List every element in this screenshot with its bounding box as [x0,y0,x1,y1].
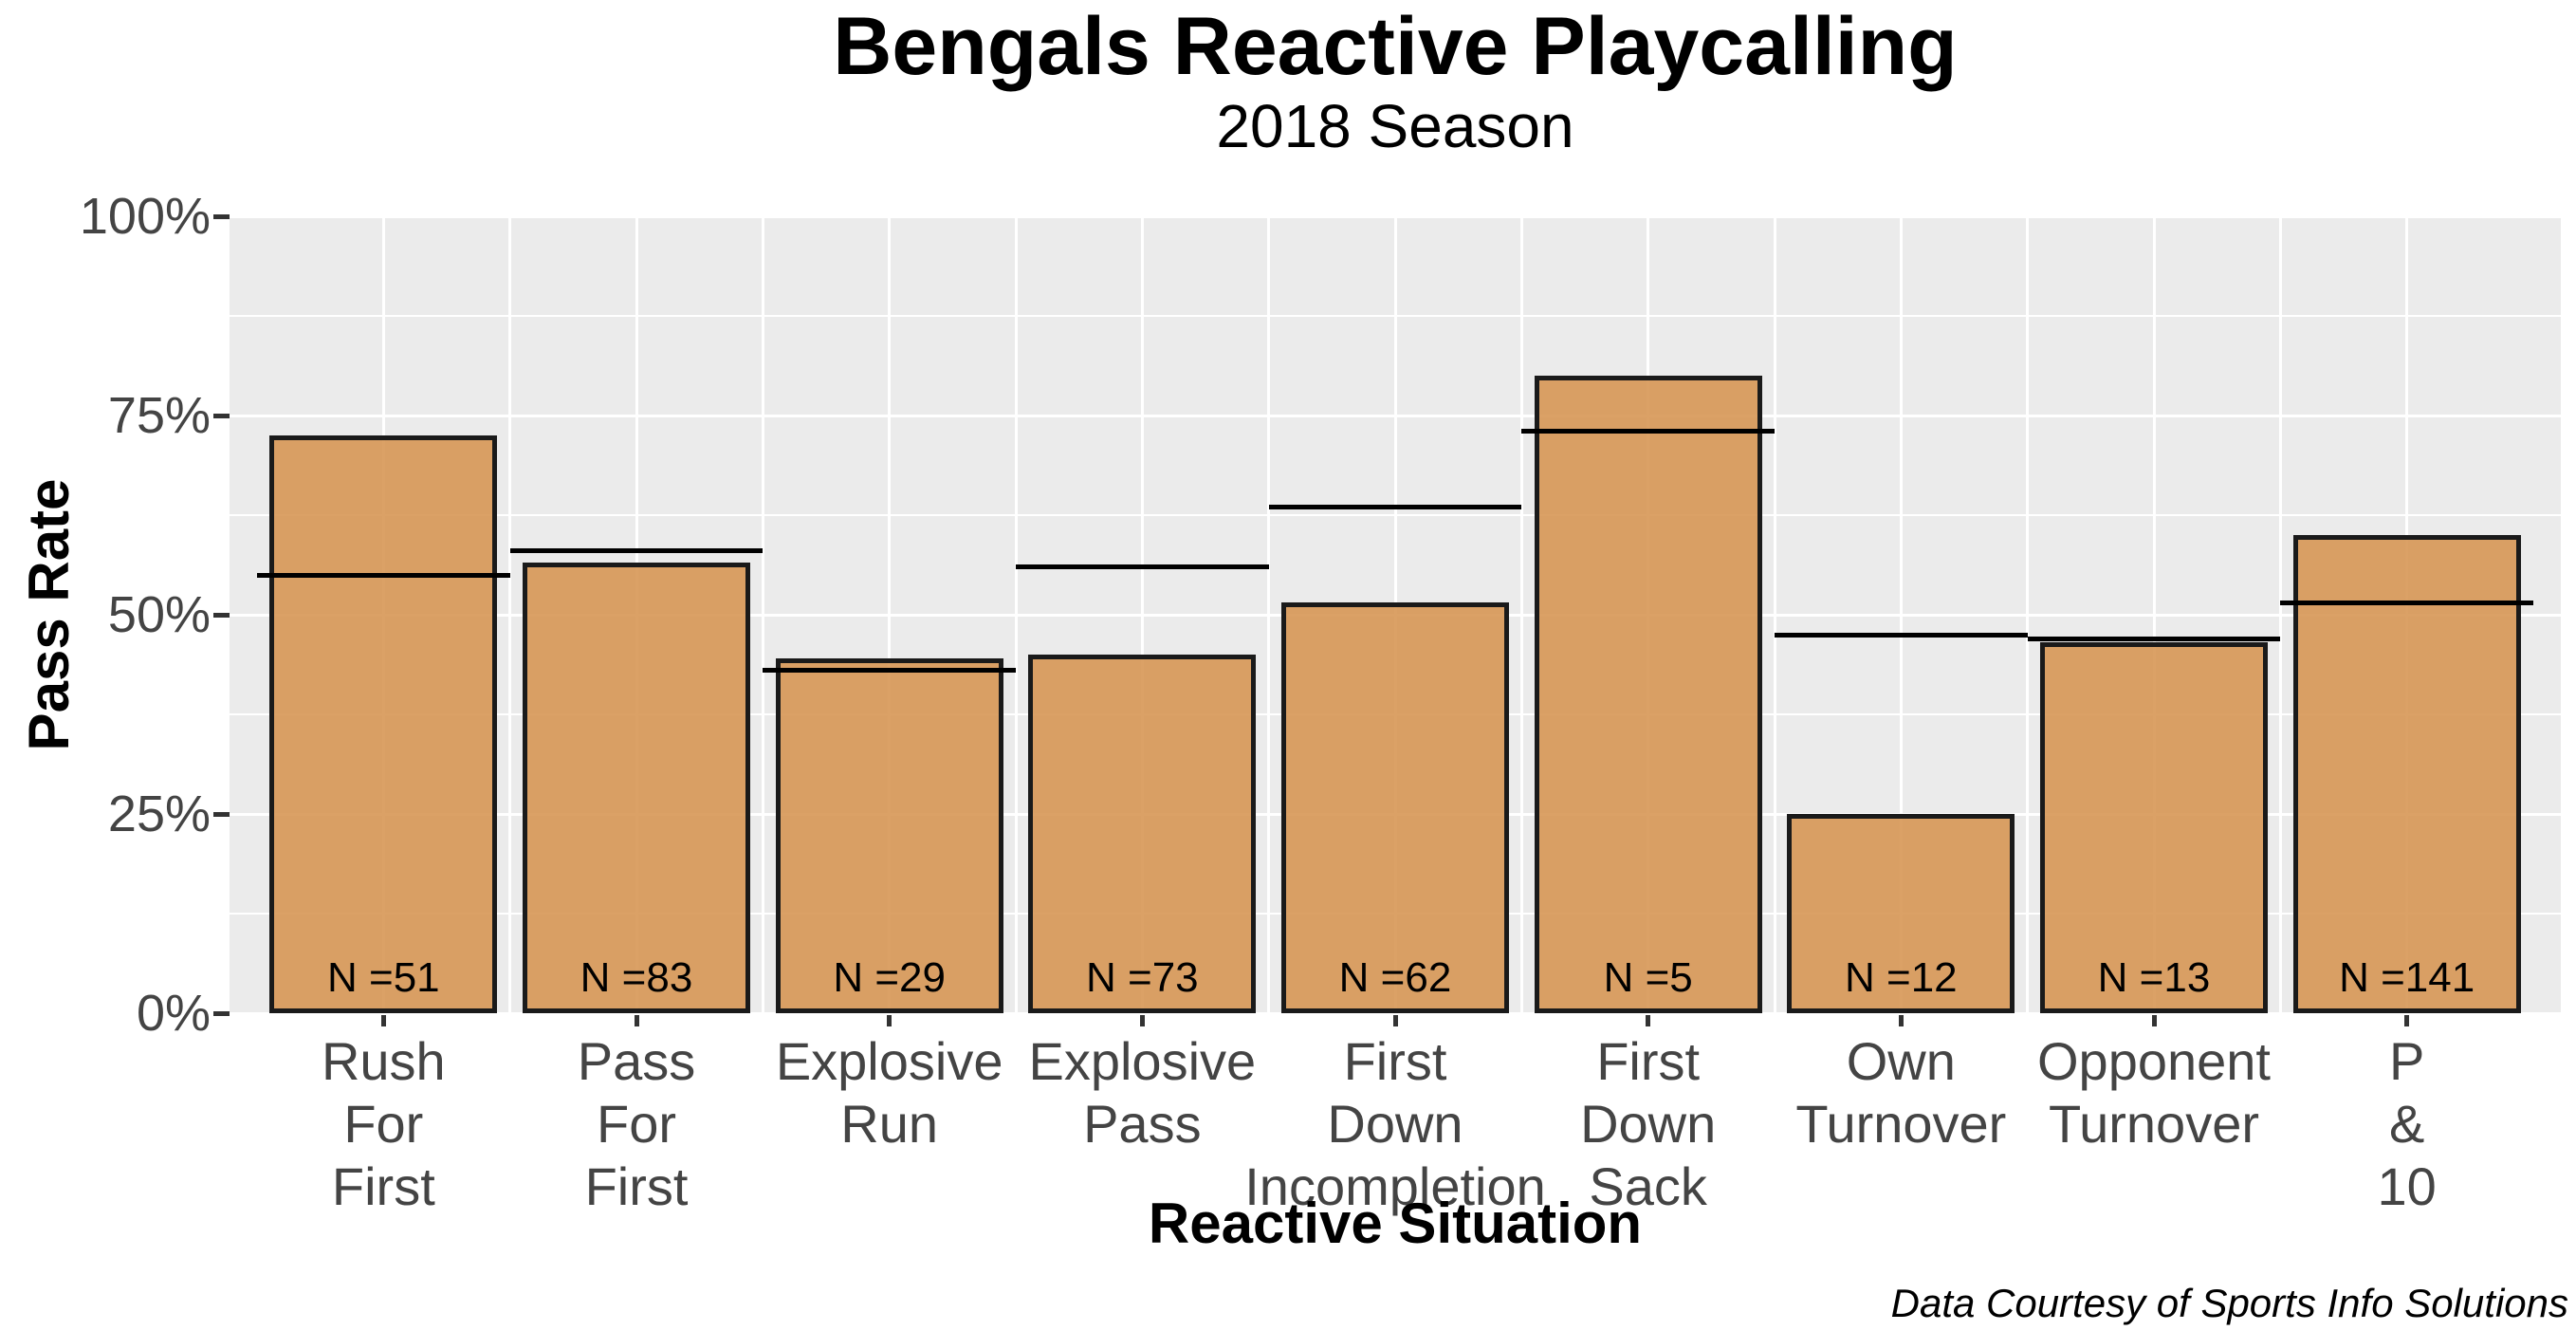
vgrid-boundary-1 [508,216,512,1013]
bar-explosive-pass [1028,655,1257,1013]
x-tick-mark-explosive-run [887,1013,892,1026]
vgrid-boundary-7 [2026,216,2030,1013]
vgrid-boundary-8 [2278,216,2282,1013]
vgrid-boundary-5 [1519,216,1523,1013]
x-tick-mark-opponent-turnover [2151,1013,2157,1026]
bar-rush-for-first [269,435,498,1013]
y-tick-mark-50 [213,612,230,618]
x-label-p-and-10: P & 10 [2377,1031,2437,1216]
chart-subtitle: 2018 Season [1216,92,1574,160]
y-tick-mark-25 [213,811,230,817]
x-label-pass-for-first: Pass For First [577,1031,696,1216]
y-tick-label-50: 50% [107,586,211,643]
x-label-explosive-pass: Explosive Pass [1028,1031,1257,1154]
mean-line-explosive-pass [1016,564,1269,570]
y-tick-mark-100 [213,213,230,219]
x-label-explosive-run: Explosive Run [775,1031,1003,1154]
n-label-pass-for-first: N =83 [580,954,693,1001]
x-tick-mark-first-down-incompletion [1392,1013,1398,1026]
n-label-p-and-10: N =141 [2339,954,2475,1001]
mean-line-p-and-10 [2280,600,2533,605]
n-label-first-down-sack: N =5 [1603,954,1693,1001]
mean-line-rush-for-first [257,572,510,578]
y-tick-label-75: 75% [107,387,211,444]
y-tick-mark-0 [213,1010,230,1016]
vgrid-center-7 [2152,216,2156,1013]
x-tick-mark-explosive-pass [1139,1013,1145,1026]
vgrid-boundary-6 [1773,216,1776,1013]
bar-first-down-sack [1534,376,1762,1013]
vgrid-boundary-3 [1014,216,1018,1013]
mean-line-first-down-incompletion [1268,505,1522,510]
n-label-opponent-turnover: N =13 [2097,954,2211,1001]
plot-panel: N =51 N =83 N =29 N =73 N =62 N =5 N =12 N =13 N… [230,214,2561,1015]
chart-title: Bengals Reactive Playcalling [833,1,1958,92]
x-label-opponent-turnover: Opponent Turnover [2037,1031,2271,1154]
y-tick-mark-75 [213,413,230,418]
x-axis-title: Reactive Situation [1148,1192,1643,1255]
y-tick-label-0: 0% [136,985,211,1042]
mean-line-explosive-run [763,668,1016,674]
n-label-own-turnover: N =12 [1845,954,1958,1001]
y-tick-label-25: 25% [107,786,211,842]
x-tick-mark-own-turnover [1898,1013,1904,1026]
vgrid-center-2 [888,216,892,1013]
y-tick-label-100: 100% [79,188,211,245]
bar-pass-for-first [523,563,750,1013]
bar-own-turnover [1787,814,2015,1013]
mean-line-opponent-turnover [2027,636,2281,641]
n-label-rush-for-first: N =51 [327,954,440,1001]
bar-explosive-run [775,658,1003,1013]
chart-caption: Data Courtesy of Sports Info Solutions [1890,1281,2568,1325]
bar-opponent-turnover [2040,642,2268,1013]
mean-line-own-turnover [1775,632,2028,638]
n-label-first-down-incompletion: N =62 [1338,954,1452,1001]
n-label-explosive-run: N =29 [833,954,946,1001]
x-tick-mark-pass-for-first [634,1013,639,1026]
bar-first-down-incompletion [1281,602,1509,1013]
mean-line-first-down-sack [1521,429,1775,434]
mean-line-pass-for-first [509,548,764,554]
x-tick-mark-p-and-10 [2404,1013,2410,1026]
vgrid-boundary-2 [761,216,764,1013]
x-label-first-down-sack: First Down Sack [1580,1031,1717,1216]
x-tick-mark-first-down-sack [1646,1013,1651,1026]
x-label-first-down-incompletion: First Down Incompletion [1244,1031,1546,1216]
gridline-major-0 [230,1011,2561,1015]
x-label-own-turnover: Own Turnover [1795,1031,2007,1154]
vgrid-center-6 [1899,216,1903,1013]
vgrid-center-3 [1140,216,1144,1013]
x-label-rush-for-first: Rush For First [321,1031,446,1216]
n-label-explosive-pass: N =73 [1086,954,1199,1001]
x-tick-mark-rush-for-first [380,1013,386,1026]
bar-p-and-10 [2292,535,2521,1013]
vgrid-boundary-4 [1267,216,1271,1013]
